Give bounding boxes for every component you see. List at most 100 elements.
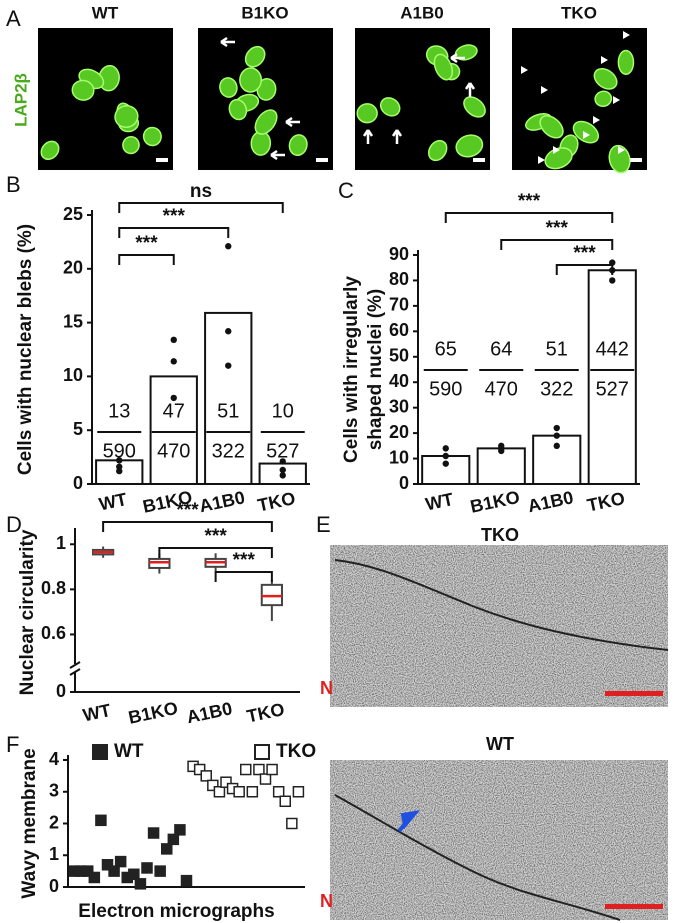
numerator: 47 [163, 400, 185, 422]
x-tick-label: A1B0 [185, 698, 234, 727]
denominator: 527 [266, 440, 299, 462]
significance-bracket [555, 264, 614, 275]
point [101, 859, 114, 871]
scale-bar [605, 691, 663, 696]
micrograph [512, 28, 647, 170]
x-tick-label: WT [81, 700, 113, 725]
y-tick-label: 0 [56, 681, 66, 701]
nucleus [572, 120, 600, 144]
point [95, 814, 107, 827]
numerator: 51 [546, 338, 568, 360]
arrowhead [593, 116, 600, 124]
y-tick-label: 15 [63, 311, 83, 331]
numerator: 13 [108, 400, 130, 422]
arrow [220, 36, 235, 48]
point [240, 763, 252, 776]
point [286, 817, 298, 830]
nucleus [608, 144, 631, 174]
y-tick-label: 1 [56, 533, 66, 553]
y-axis-label: Nuclear circularity [17, 529, 38, 695]
point [82, 865, 94, 877]
nucleus-label: N [320, 678, 333, 698]
replicate-point [225, 243, 232, 250]
arrowhead [541, 86, 548, 94]
point [207, 779, 219, 792]
y-tick-label: 20 [389, 422, 409, 442]
nucleus [122, 136, 140, 155]
significance-bracket [500, 239, 614, 250]
nucleus [427, 139, 448, 162]
replicate-point [225, 328, 232, 335]
nucleus [379, 97, 401, 117]
arrowhead [601, 56, 608, 64]
replicate-point [553, 424, 560, 432]
denominator: 470 [485, 378, 518, 400]
bar [587, 269, 637, 485]
axis-break [69, 661, 81, 676]
arrowhead [623, 31, 630, 39]
legend-marker [254, 744, 270, 760]
point [114, 855, 127, 868]
replicate-point [170, 358, 177, 365]
point [292, 786, 305, 798]
scale-bar [630, 158, 642, 162]
scale-bar [316, 158, 328, 162]
point [180, 874, 193, 887]
point [253, 763, 265, 776]
nucleus [594, 90, 613, 108]
panel-label: D [6, 512, 22, 537]
replicate-point [116, 463, 123, 470]
legend-marker [92, 744, 108, 760]
y-tick-label: 0.6 [41, 623, 66, 643]
stain-label: LAP2β [11, 73, 30, 127]
significance-bracket [214, 571, 273, 582]
numerator: 64 [490, 338, 512, 360]
panel-label: C [338, 178, 354, 203]
genotype-label: A1B0 [400, 3, 443, 22]
y-axis-label: Cells with nuclear blebs (%) [15, 224, 36, 475]
y-tick-label: 25 [63, 204, 83, 224]
replicate-point [279, 458, 286, 465]
replicate-point [609, 277, 616, 284]
numerator: 10 [272, 400, 294, 422]
y-tick-label: 20 [63, 258, 83, 278]
significance-label: *** [135, 233, 158, 254]
y-tick-label: 50 [389, 346, 409, 366]
arrow [450, 52, 465, 64]
y-axis-label: Wavy membrane [19, 748, 40, 898]
nucleus-label: N [320, 891, 333, 911]
nucleus [239, 67, 263, 93]
nucleus [593, 68, 618, 90]
nucleus [617, 49, 635, 75]
x-tick-label: TKO [256, 488, 297, 515]
nucleus [244, 45, 266, 68]
point [213, 786, 226, 798]
denominator: 590 [103, 440, 136, 462]
panel-label: B [6, 172, 21, 197]
panel-label: A [6, 6, 21, 31]
nucleus [463, 96, 486, 118]
y-tick-label: 80 [389, 269, 409, 289]
scale-bar [156, 158, 168, 162]
nuclear-membrane [334, 794, 621, 921]
point [167, 833, 180, 846]
significance-label: *** [176, 500, 199, 521]
arrow [464, 82, 476, 97]
nucleus [40, 140, 60, 161]
scale-bar [605, 904, 663, 909]
panel-label: E [316, 512, 331, 537]
significance-bracket [118, 227, 230, 238]
numerator: 442 [596, 338, 629, 360]
replicate-point [279, 466, 286, 474]
replicate-point [442, 460, 449, 467]
significance-bracket [118, 202, 284, 213]
nucleus [539, 115, 564, 139]
genotype-label: B1KO [241, 3, 288, 22]
significance-label: *** [163, 206, 186, 227]
point [279, 795, 291, 808]
numerator: 51 [217, 400, 239, 422]
arrow [362, 129, 374, 144]
x-tick-label: TKO [245, 699, 286, 726]
bar [476, 447, 526, 485]
arrowhead [521, 66, 528, 74]
